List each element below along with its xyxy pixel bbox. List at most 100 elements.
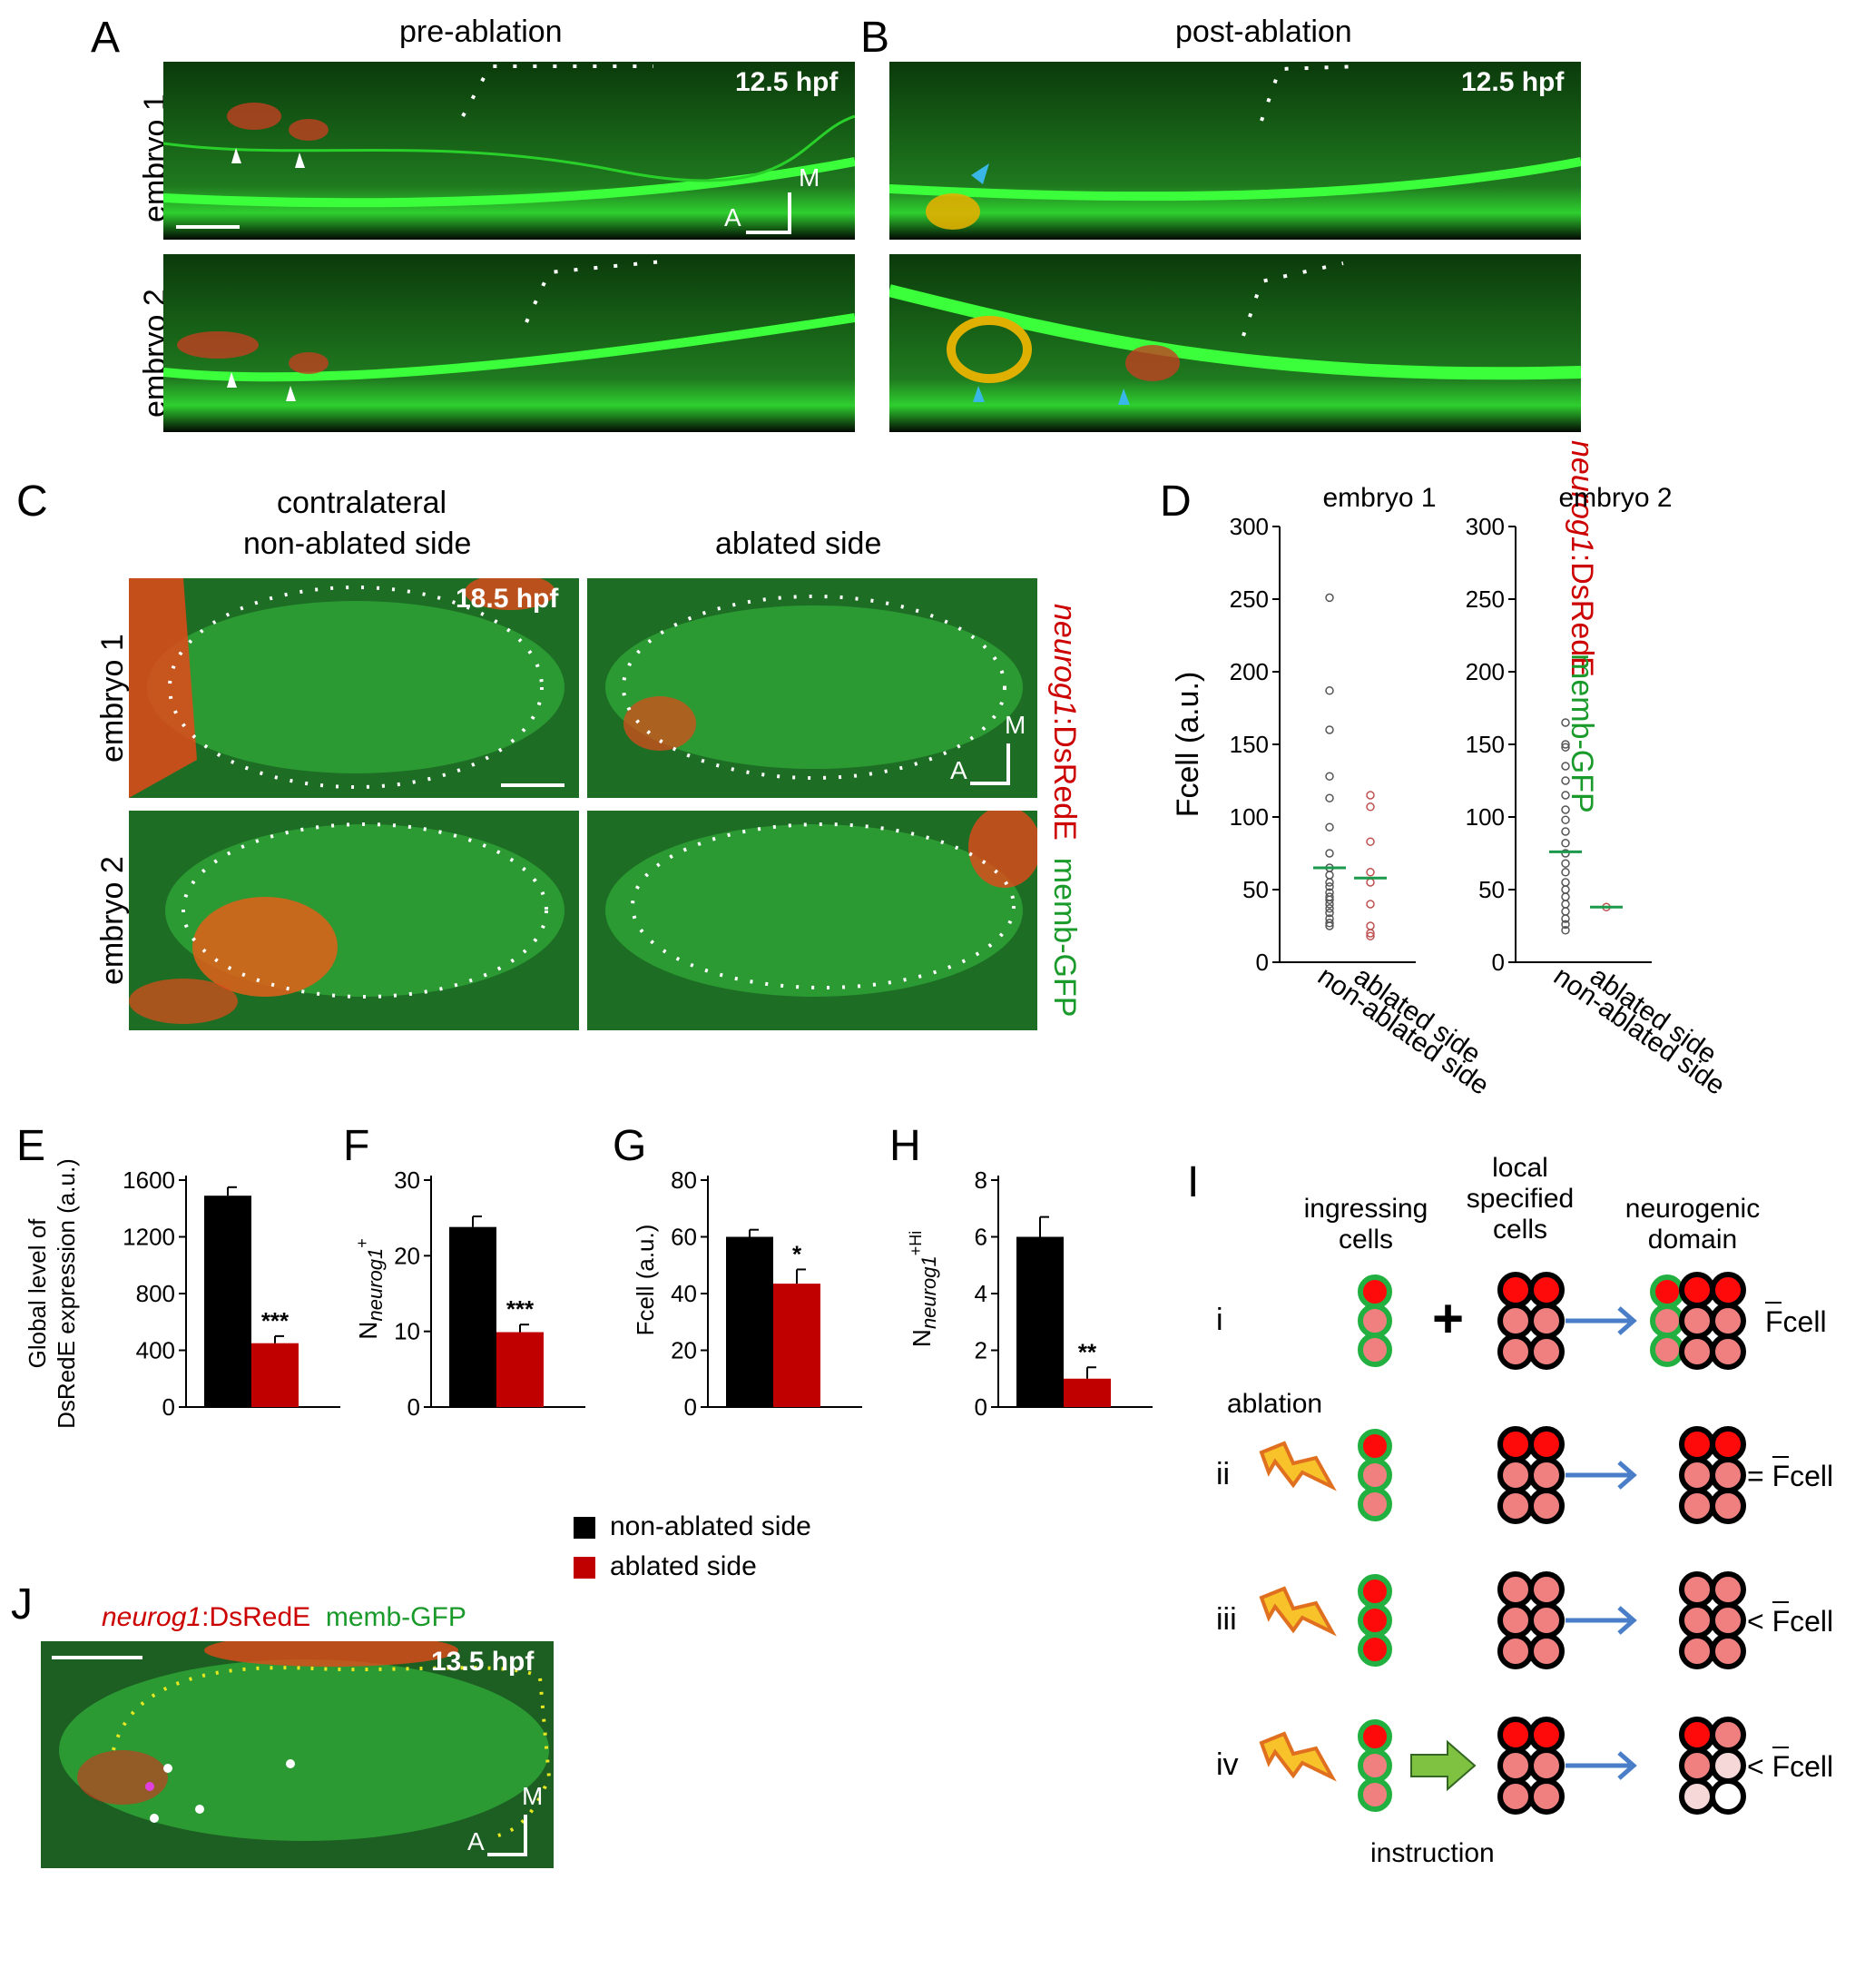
bar-ytick-label: 80: [671, 1166, 697, 1194]
panel-label-c: C: [16, 477, 48, 526]
domain-cell: [1679, 1303, 1715, 1339]
d-point: [1325, 878, 1334, 887]
row2-embryo2-label: embryo 2: [95, 856, 130, 985]
domain-cell: [1679, 1334, 1715, 1370]
ingressing-cell: [1358, 1719, 1392, 1754]
bar-ytick-label: 2: [975, 1337, 987, 1364]
panel-j-legend: neurog1:DsRedE memb-GFP: [102, 1602, 466, 1632]
legend-swatch-non-ablated: [574, 1517, 595, 1539]
d-point: [1561, 743, 1570, 752]
d-point: [1325, 900, 1334, 909]
bar-ytick-label: 0: [162, 1393, 175, 1421]
time-label-a1: 12.5 hpf: [735, 67, 839, 97]
bar-ablated: [1064, 1378, 1111, 1407]
chart-d: Fcell (a.u.)embryo 1050100150200250300no…: [1171, 483, 1731, 1101]
specified-cell: [1497, 1633, 1534, 1669]
d-point: [1325, 921, 1334, 930]
d-point: [1561, 892, 1570, 901]
d-point: [1561, 868, 1570, 877]
d-point: [1561, 859, 1570, 868]
d-point: [1561, 926, 1570, 935]
bar-ytick-label: 0: [975, 1393, 987, 1421]
d-point: [1561, 805, 1570, 814]
ingressing-cell: [1358, 1574, 1392, 1609]
e-ylabel-line1: Global level of: [24, 1218, 51, 1369]
domain-cell: [1679, 1426, 1715, 1462]
d-point: [1325, 919, 1334, 928]
domain-cell: [1710, 1457, 1746, 1493]
bar-ytick-label: 6: [975, 1224, 987, 1251]
bar-ablated: [773, 1284, 820, 1407]
d-point: [1366, 837, 1375, 846]
domain-cell: [1679, 1488, 1715, 1524]
bar-ablated: [251, 1343, 299, 1407]
panel-label-i: I: [1187, 1158, 1200, 1206]
chart-h: 0 2 4 6 8 ** Nneurog1+Hi: [907, 1166, 1153, 1421]
scheme-result-ii: = Fcell: [1747, 1460, 1833, 1492]
scheme-arrowhead: [1617, 1461, 1637, 1490]
d-point: [1325, 908, 1334, 918]
micrograph-c-nonablated-embryo2: [129, 811, 579, 1030]
scheme-result-iv: < Fcell: [1747, 1750, 1833, 1783]
d-ytick-label-2: 0: [1492, 949, 1505, 976]
specified-cell: [1528, 1303, 1565, 1339]
micrograph-a-embryo2: [163, 254, 855, 432]
ablated-side-title: ablated side: [715, 527, 882, 561]
specified-cell: [1528, 1571, 1565, 1608]
significance-label: ***: [506, 1295, 535, 1323]
d-point: [1325, 793, 1334, 802]
specified-cell: [1497, 1747, 1534, 1784]
g-ylabel: Fcell (a.u.): [632, 1225, 659, 1336]
contralateral-title-line2: non-ablated side: [243, 527, 472, 561]
bar-non-ablated: [726, 1236, 773, 1407]
d-point: [1561, 791, 1570, 800]
bar-legend: non-ablated side ablated side: [574, 1511, 864, 1593]
specified-cell: [1497, 1602, 1534, 1639]
panel-label-j: J: [11, 1580, 33, 1629]
domain-cell: [1710, 1303, 1746, 1339]
d-point: [1561, 920, 1570, 930]
d-point: [1325, 849, 1334, 858]
specified-cell: [1528, 1717, 1565, 1753]
specified-cell: [1497, 1272, 1534, 1308]
ingressing-cell: [1358, 1304, 1392, 1338]
d-point: [1561, 878, 1570, 887]
panel-label-d: D: [1160, 477, 1192, 526]
scale-bar-c: [501, 783, 564, 787]
d-point: [1325, 895, 1334, 904]
d-point: [1561, 907, 1570, 916]
ingressing-cell: [1358, 1748, 1392, 1783]
time-label-j: 13.5 hpf: [431, 1647, 535, 1677]
panel-label-g: G: [613, 1122, 647, 1170]
d-point: [1561, 839, 1570, 848]
header-domain: neurogenic domain: [1625, 1194, 1761, 1255]
domain-cell: [1679, 1747, 1715, 1784]
e-ylabel-line2: DsRedE expression (a.u.): [53, 1158, 80, 1429]
chart-g: 0 20 40 60 80 * Fcell (a.u.): [632, 1166, 862, 1421]
panel-label-f: F: [343, 1122, 370, 1170]
ingressing-cell: [1358, 1777, 1392, 1812]
domain-cell: [1679, 1602, 1715, 1639]
micrograph-c-ablated-embryo2: [587, 811, 1037, 1030]
d-point: [1366, 868, 1375, 877]
domain-cell: [1710, 1334, 1746, 1370]
scheme-ablation-label: ablation: [1227, 1389, 1323, 1419]
d-point: [1561, 914, 1570, 923]
ingressing-cell: [1358, 1333, 1392, 1367]
d-point: [1561, 900, 1570, 909]
domain-cell: [1710, 1633, 1746, 1669]
lightning-icon: [1259, 1586, 1337, 1637]
d-ytick-label-2: 150: [1466, 731, 1505, 758]
d-ytick-label-1: 0: [1256, 949, 1269, 976]
domain-cell: [1710, 1602, 1746, 1639]
ingressing-cell: [1358, 1487, 1392, 1521]
specified-cell: [1528, 1778, 1565, 1815]
d-point: [1325, 882, 1334, 891]
panel-label-e: E: [16, 1122, 46, 1170]
bar-ytick-label: 1200: [123, 1224, 175, 1251]
bar-ablated: [496, 1332, 544, 1407]
scheme-header: ingressing cells local specified cells n…: [1289, 1153, 1851, 1280]
bar-ytick-label: 60: [671, 1224, 697, 1251]
bar-ytick-label: 4: [975, 1280, 987, 1307]
d-point: [1325, 725, 1334, 734]
